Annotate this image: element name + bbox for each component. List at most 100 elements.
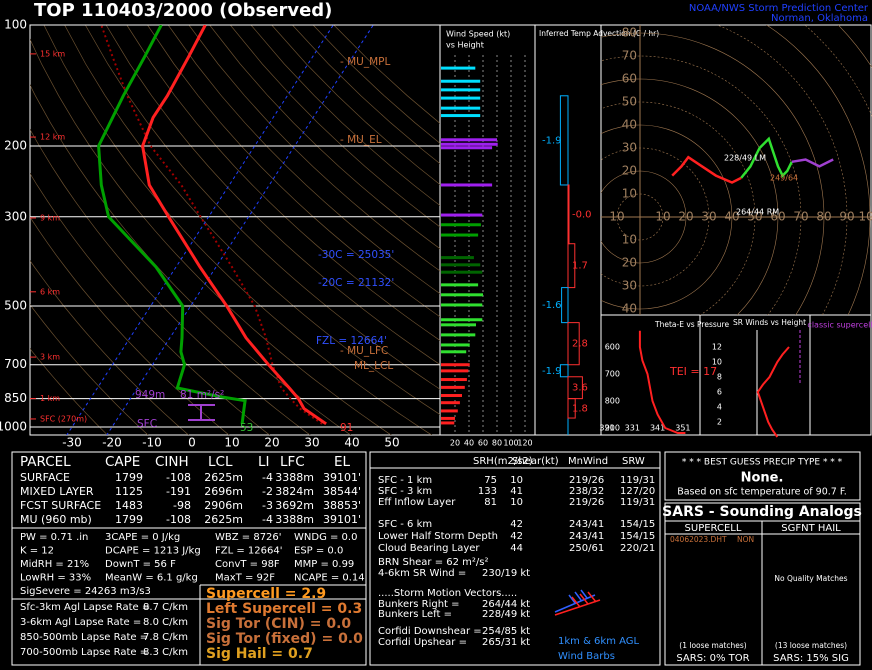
composite: Sig Tor (CIN) = 0.0 — [206, 616, 351, 632]
wind-bar — [441, 293, 483, 297]
kin-label: Lower Half Storm Depth — [378, 531, 498, 542]
parcel-cell: -98 — [173, 499, 191, 512]
sars-match: NON — [737, 535, 754, 544]
dry-adiabat — [292, 25, 440, 165]
temperature-profile — [141, 25, 327, 426]
lapse-value: 7.8 C/km — [143, 632, 188, 643]
parcel-cell: -4 — [262, 513, 273, 526]
hodo-y-label: 20 — [622, 256, 637, 270]
dry-adiabat — [30, 172, 271, 435]
precip-title: * * * BEST GUESS PRECIP TYPE * * * — [682, 458, 843, 468]
param: MMP = 0.99 — [294, 559, 354, 570]
hodo-x-label: 40 — [724, 210, 739, 224]
param: SigSevere = 24263 m3/s3 — [20, 586, 151, 597]
sars-result: SARS: 0% TOR — [676, 653, 749, 664]
hodo-y-label: 10 — [622, 187, 637, 201]
parcel-cell: -108 — [166, 471, 191, 484]
thetae-p: 800 — [605, 397, 620, 406]
sars-loose: (13 loose matches) — [775, 641, 847, 650]
wind-bar — [441, 183, 493, 187]
kin-label: Cloud Bearing Layer — [378, 543, 480, 554]
hodo-x-label: 60 — [770, 210, 785, 224]
parcel-cell: -2 — [262, 485, 273, 498]
wind-tick: 20 — [450, 439, 460, 448]
adv-label: -0.0 — [572, 209, 592, 220]
lapse-label: 700-500mb Lapse Rate = — [20, 647, 148, 658]
sars-col: SGFNT HAIL — [781, 523, 841, 534]
kin-srw: 119/31 — [620, 475, 655, 486]
wind-bar — [441, 385, 465, 389]
annotation: 91 — [340, 422, 353, 434]
annotation: - MU_EL — [340, 134, 382, 146]
adv-bar — [567, 243, 576, 289]
temp-label: -20 — [102, 436, 122, 450]
pressure-label: 300 — [4, 209, 27, 223]
sr-h: 10 — [712, 358, 722, 367]
param: DownT = 56 F — [105, 559, 176, 570]
wind-bar — [441, 283, 479, 287]
kin-mw: 250/61 — [569, 543, 604, 554]
thetae-trace — [638, 330, 686, 434]
dry-adiabat — [30, 84, 352, 435]
lapse-label: 3-6km Agl Lapse Rate = — [20, 617, 141, 628]
hodo-y-label: 60 — [622, 72, 637, 86]
parcel-cell: 3824m — [275, 485, 314, 498]
kin-srw: 220/21 — [620, 543, 655, 554]
thetae-title: Theta-E vs Pressure — [654, 320, 729, 329]
param: K = 12 — [20, 546, 54, 557]
precip-value: None. — [741, 471, 784, 486]
parcel-cell: SURFACE — [20, 471, 70, 484]
dry-adiabat — [30, 216, 230, 435]
kin-shear: 10 — [510, 475, 523, 486]
kin-mw: 238/32 — [569, 486, 604, 497]
sars-loose: (1 loose matches) — [679, 641, 746, 650]
height-label: 15 km — [40, 49, 65, 58]
barb-icon — [554, 591, 601, 616]
sr-h: 12 — [712, 343, 722, 352]
kin-mw: 243/41 — [569, 519, 604, 530]
temp-label: 40 — [344, 436, 359, 450]
motion-label: Bunkers Left = — [378, 609, 452, 620]
hodo-x-label: 20 — [586, 210, 601, 224]
parcel-cell: 39101' — [323, 513, 361, 526]
kin-shear: 44 — [510, 543, 523, 554]
dry-adiabat — [105, 25, 440, 365]
wind-bar — [441, 79, 481, 83]
composite: Left Supercell = 0.3 — [206, 601, 362, 617]
sars-col: SUPERCELL — [685, 523, 742, 534]
wind-bar — [441, 142, 498, 146]
hodo-label: 228/49 LM — [724, 154, 766, 163]
wind-frame — [439, 24, 536, 436]
parcel-cell: 2625m — [204, 513, 243, 526]
parcel-cell: 3388m — [275, 513, 314, 526]
kin-shear: 42 — [510, 531, 523, 542]
hodo-x-label: 50 — [747, 210, 762, 224]
dry-adiabat — [30, 260, 189, 435]
hodo-x-label: 10 — [655, 210, 670, 224]
adv-bar — [561, 287, 569, 324]
classic-frame — [809, 314, 872, 436]
height-label: 12 km — [40, 133, 65, 142]
adv-bar — [559, 364, 569, 378]
hodo-x-label: 30 — [701, 210, 716, 224]
motion-value: 228/49 kt — [482, 609, 530, 620]
parcel-cell: MIXED LAYER — [20, 485, 94, 498]
composite: Sig Tor (fixed) = 0.0 — [206, 631, 363, 647]
hodo-y-label: 10 — [622, 233, 637, 247]
hodo-trace — [740, 136, 793, 179]
parcel-header: LI — [258, 454, 270, 470]
thetae-x: 341 — [650, 424, 665, 433]
wind-bar — [441, 114, 481, 118]
hodo-x-label: 70 — [793, 210, 808, 224]
dewpoint-profile — [97, 25, 247, 424]
kin-header: MnWind — [568, 456, 608, 467]
param: MaxT = 92F — [215, 573, 275, 584]
dry-adiabat — [333, 25, 440, 124]
parcel-cell: 38544' — [323, 485, 361, 498]
wind-bar — [441, 333, 476, 337]
isotherm — [66, 25, 334, 435]
wind-bar — [441, 369, 469, 373]
wind-bar — [441, 263, 481, 267]
param: LowRH = 33% — [20, 573, 91, 584]
